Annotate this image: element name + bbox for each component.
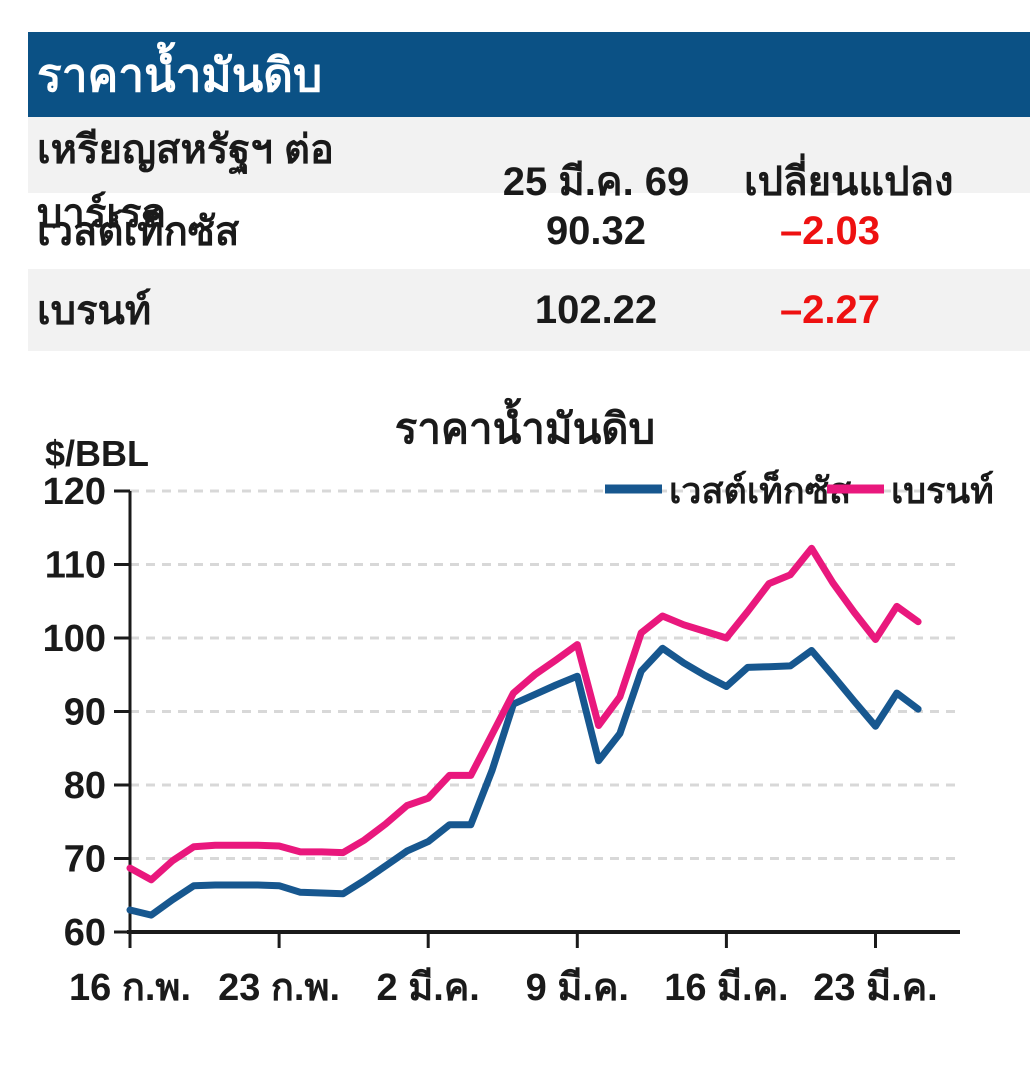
chart-title: ราคาน้ำมันดิบ [395,397,655,452]
y-tick-label: 60 [64,912,106,954]
y-tick-label: 90 [64,692,106,734]
y-tick-label: 80 [64,765,106,807]
row-change: –2.27 [779,287,881,332]
table-header-row: เหรียญสหรัฐฯ ต่อบาร์เรล 25 มี.ค. 69 เปลี… [28,117,1030,236]
x-tick-label: 16 ก.พ. [69,967,191,1009]
row-price: 90.32 [545,208,647,253]
brent-line [126,544,922,884]
x-tick-label: 23 ก.พ. [218,967,340,1009]
y-axis-unit-label: $/BBL [45,433,149,474]
x-tick-label: 9 มี.ค. [526,967,629,1009]
y-tick-label: 120 [43,471,106,513]
x-tick-label: 16 มี.ค. [664,967,788,1009]
column-date-label: 25 มี.ค. 69 [502,160,690,204]
crude-oil-price-table: ราคาน้ำมันดิบ เหรียญสหรัฐฯ ต่อบาร์เรล 25… [28,32,1030,351]
row-change: –2.03 [779,208,881,253]
y-tick-label: 100 [43,618,106,660]
chart-legend: เวสต์เท็กซัส เบรนท์ [605,468,994,511]
x-axis-ticks: 16 ก.พ. 23 ก.พ. 2 มี.ค. 9 มี.ค. 16 มี.ค. 23 ม… [69,932,938,1009]
x-tick-label: 2 มี.ค. [377,967,480,1009]
x-tick-label: 23 มี.ค. [813,967,937,1009]
row-name: เบรนท์ [37,289,152,333]
table-row-brent: เบรนท์ 102.22 –2.27 [28,269,1030,351]
table-title-bar: ราคาน้ำมันดิบ [28,32,1030,117]
column-unit-label: เหรียญสหรัฐฯ ต่อบาร์เรล [37,128,334,236]
table-row-west-texas: เวสต์เท็กซัส 90.32 –2.03 [28,193,1030,269]
legend-label-west-texas: เวสต์เท็กซัส [669,468,851,511]
row-name: เวสต์เท็กซัส [37,210,240,254]
row-price: 102.22 [534,287,658,332]
table-title: ราคาน้ำมันดิบ [37,48,323,101]
y-axis-ticks: 60 70 80 90 100 110 120 [43,471,130,954]
west-texas-line [126,644,922,919]
legend-label-brent: เบรนท์ [891,470,994,511]
y-tick-label: 110 [45,545,106,587]
y-tick-label: 70 [64,839,106,881]
